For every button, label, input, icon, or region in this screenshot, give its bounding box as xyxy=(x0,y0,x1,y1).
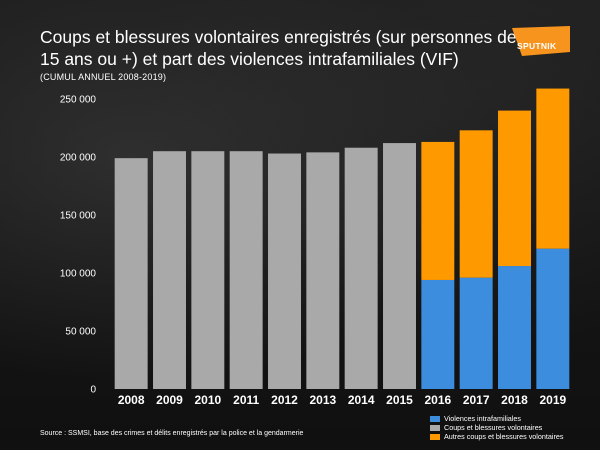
chart-title: Coups et blessures volontaires enregistr… xyxy=(40,27,517,69)
x-tick-label: 2017 xyxy=(463,393,490,407)
bar-2016-series-2 xyxy=(421,141,455,280)
bar-2009-series-0 xyxy=(153,151,186,389)
legend: Violences intrafamiliales Coups et bless… xyxy=(430,414,563,441)
bar-2019-series-1 xyxy=(536,248,570,389)
legend-swatch-cbv xyxy=(430,424,440,431)
x-tick-label: 2019 xyxy=(539,393,566,407)
bar-2019-series-2 xyxy=(536,88,570,249)
legend-item-cbv: Coups et blessures volontaires xyxy=(430,423,563,432)
y-tick-label: 150 000 xyxy=(60,211,97,222)
legend-item-autres: Autres coups et blessures volontaires xyxy=(430,432,563,441)
x-axis: 2008 2009 2010 2011 2012 2013 2014 2015 2016 2017… xyxy=(118,393,567,407)
bars xyxy=(114,88,570,389)
x-tick-label: 2018 xyxy=(501,393,528,407)
y-tick-label: 50 000 xyxy=(65,327,96,338)
x-tick-label: 2013 xyxy=(309,393,336,407)
chart-subtitle: (CUMUL ANNUEL 2008-2019) xyxy=(40,72,167,82)
bar-2015-series-0 xyxy=(383,143,416,389)
source-note: Source : SSMSI, base des crimes et délit… xyxy=(40,430,304,437)
y-tick-label: 100 000 xyxy=(60,269,97,280)
legend-label-autres: Autres coups et blessures volontaires xyxy=(444,432,564,441)
x-tick-label: 2008 xyxy=(118,393,145,407)
x-tick-label: 2010 xyxy=(194,393,221,407)
y-tick-label: 0 xyxy=(90,385,96,396)
x-tick-label: 2015 xyxy=(386,393,413,407)
bar-2008-series-0 xyxy=(114,158,148,389)
legend-swatch-vif xyxy=(430,415,440,422)
bar-2017-series-1 xyxy=(459,277,493,389)
sputnik-logo-icon xyxy=(512,26,570,56)
x-tick-label: 2016 xyxy=(424,393,451,407)
bar-2010-series-0 xyxy=(191,151,225,389)
logo-text: SPUTNIK xyxy=(517,41,557,51)
bar-2018-series-1 xyxy=(498,266,531,389)
x-tick-label: 2009 xyxy=(156,393,183,407)
legend-label-vif: Violences intrafamiliales xyxy=(444,414,521,423)
bar-2016-series-1 xyxy=(421,279,455,389)
y-axis: 0 50 000 100 000 150 000 200 000 250 000 xyxy=(60,95,97,396)
y-tick-label: 250 000 xyxy=(60,95,97,106)
legend-item-vif: Violences intrafamiliales xyxy=(430,414,563,423)
bar-2013-series-0 xyxy=(306,152,340,389)
bar-2011-series-0 xyxy=(229,151,263,389)
bar-2014-series-0 xyxy=(344,147,378,389)
x-tick-label: 2012 xyxy=(271,393,298,407)
bar-2012-series-0 xyxy=(268,153,301,389)
legend-label-cbv: Coups et blessures volontaires xyxy=(444,423,543,432)
y-tick-label: 200 000 xyxy=(60,153,97,164)
bar-2017-series-2 xyxy=(459,130,493,278)
x-tick-label: 2014 xyxy=(348,393,375,407)
legend-swatch-autres xyxy=(430,433,440,440)
x-tick-label: 2011 xyxy=(233,393,259,407)
bar-2018-series-2 xyxy=(498,110,531,267)
